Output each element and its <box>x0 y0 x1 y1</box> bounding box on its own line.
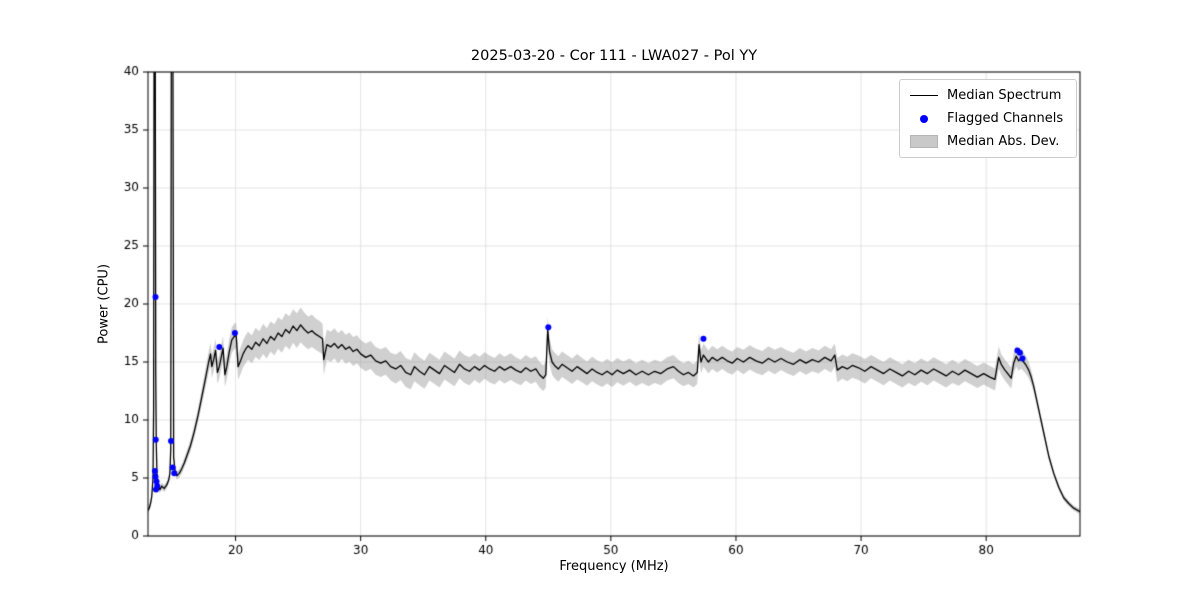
legend-item-flagged-channels: Flagged Channels <box>910 111 1066 126</box>
plot-title: 2025-03-20 - Cor 111 - LWA027 - Pol YY <box>470 48 758 64</box>
legend-label-median-abs-dev: Median Abs. Dev. <box>947 134 1060 149</box>
legend-item-median-abs-dev: Median Abs. Dev. <box>910 134 1066 149</box>
legend-label-flagged-channels: Flagged Channels <box>947 111 1064 126</box>
x-axis-label: Frequency (MHz) <box>559 559 669 574</box>
y-axis-label: Power (CPU) <box>96 263 112 345</box>
legend-label-median-spectrum: Median Spectrum <box>947 88 1062 103</box>
legend: Median Spectrum Flagged Channels Median … <box>899 79 1077 158</box>
flagged-channels-dot-swatch <box>920 114 928 123</box>
median-spectrum-line-swatch <box>910 95 938 96</box>
median-abs-dev-band-swatch <box>910 135 938 148</box>
legend-item-median-spectrum: Median Spectrum <box>910 88 1066 103</box>
